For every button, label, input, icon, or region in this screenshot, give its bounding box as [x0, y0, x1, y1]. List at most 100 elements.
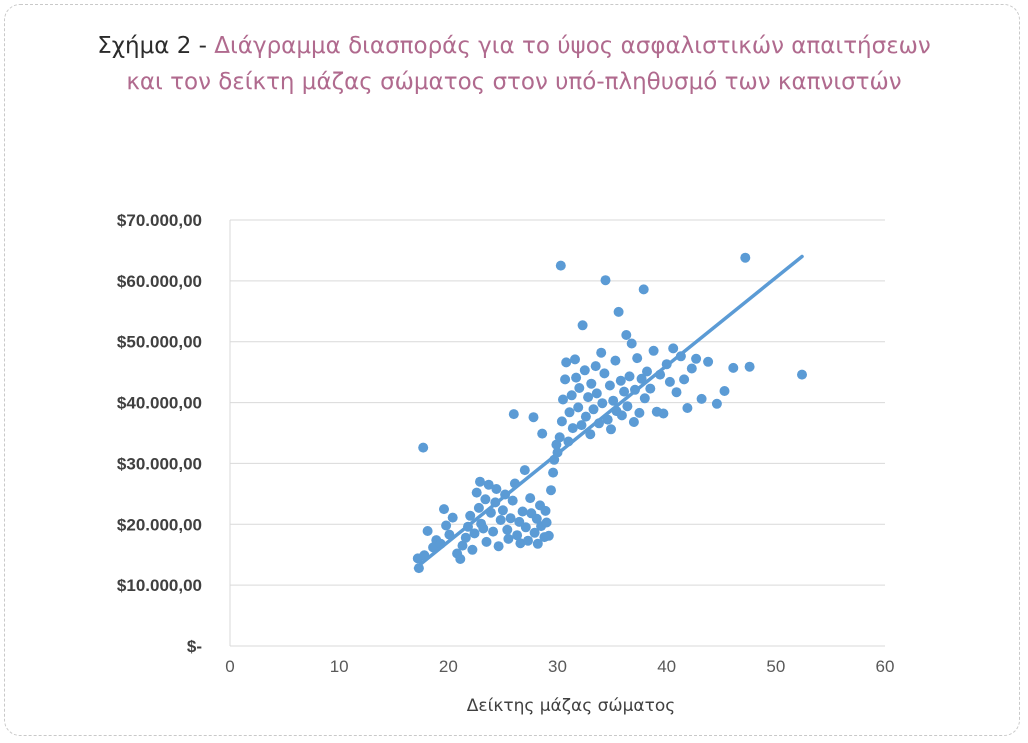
data-point	[566, 390, 577, 401]
data-point	[548, 467, 559, 478]
data-point	[590, 361, 601, 372]
x-tick-label: 0	[225, 657, 234, 676]
data-point	[460, 532, 471, 543]
x-tick-label: 10	[330, 657, 349, 676]
data-point	[580, 411, 591, 422]
y-tick-label: $30.000,00	[117, 454, 202, 473]
data-point	[682, 403, 693, 413]
data-point	[517, 506, 528, 517]
data-point	[719, 386, 730, 396]
chart-title: Σχήμα 2 - Διάγραμμα διασποράς για το ύψο…	[0, 28, 1028, 100]
data-point	[473, 502, 484, 513]
data-point	[529, 527, 540, 538]
data-point	[588, 404, 599, 415]
x-tick-label: 20	[439, 657, 458, 676]
data-point	[480, 494, 491, 505]
trendline-group	[413, 254, 804, 570]
y-tick-label: $40.000,00	[117, 394, 202, 413]
data-point	[624, 371, 635, 382]
data-point	[537, 428, 548, 439]
data-point	[497, 505, 508, 516]
data-point	[591, 388, 602, 399]
data-point	[502, 524, 513, 535]
data-point	[560, 374, 571, 385]
data-point	[615, 375, 626, 386]
data-point	[520, 522, 531, 533]
x-tick-label: 50	[766, 657, 785, 676]
data-point	[567, 423, 578, 434]
data-point	[606, 424, 616, 435]
data-point	[573, 402, 584, 413]
data-point	[597, 398, 608, 409]
data-point	[505, 513, 516, 524]
data-point	[626, 338, 637, 349]
data-point	[515, 538, 526, 549]
chart-title-prefix: Σχήμα 2 -	[97, 33, 207, 59]
data-point	[455, 554, 466, 564]
data-point	[483, 479, 494, 490]
data-point	[604, 380, 615, 391]
data-point	[439, 504, 449, 515]
data-point	[481, 536, 492, 547]
x-axis-label: Δείκτης μάζας σώματος	[467, 696, 675, 716]
y-tick-label: $10.000,00	[117, 576, 202, 595]
data-point	[491, 484, 502, 494]
data-point	[465, 510, 476, 521]
data-point	[622, 401, 633, 412]
data-point	[728, 362, 739, 373]
data-point	[634, 407, 645, 418]
data-point	[671, 387, 682, 398]
data-point	[507, 495, 518, 506]
data-point	[525, 493, 536, 504]
data-point	[570, 354, 580, 365]
data-point	[628, 417, 639, 427]
data-point	[422, 526, 433, 536]
y-tick-label: $-	[187, 637, 202, 656]
data-point	[613, 306, 624, 317]
data-point	[555, 260, 566, 271]
data-point	[541, 517, 552, 528]
data-point	[585, 429, 596, 440]
data-point	[583, 392, 594, 403]
data-point	[457, 540, 468, 551]
data-point	[586, 378, 597, 389]
x-tick-labels: 0 10 20 30 40 50 60	[225, 657, 894, 676]
data-point	[608, 395, 619, 406]
data-point	[691, 353, 702, 364]
data-point	[579, 365, 590, 376]
data-point	[658, 408, 669, 419]
data-point	[441, 520, 452, 531]
data-point	[744, 361, 755, 372]
data-point	[596, 347, 607, 358]
data-point	[636, 373, 647, 384]
data-point	[556, 416, 567, 427]
data-point	[577, 320, 588, 331]
data-point	[576, 420, 587, 431]
data-point	[797, 369, 807, 380]
data-point	[475, 476, 485, 487]
data-point	[686, 363, 697, 374]
data-point	[599, 368, 610, 379]
data-point	[668, 343, 679, 354]
data-point	[616, 410, 627, 421]
data-point	[619, 386, 630, 397]
data-point	[469, 528, 480, 539]
data-point	[632, 353, 643, 364]
y-tick-labels: $- $10.000,00 $20.000,00 $30.000,00 $40.000,…	[117, 211, 202, 656]
data-point	[664, 376, 675, 387]
data-point	[642, 366, 652, 377]
data-point	[558, 394, 568, 405]
chart-title-line-2: και τον δείκτη μάζας σώματος στον υπό-πλ…	[126, 69, 902, 95]
data-point	[621, 330, 632, 340]
data-point	[564, 407, 575, 418]
data-point	[638, 284, 649, 295]
data-point	[493, 541, 504, 552]
data-point	[696, 393, 707, 404]
x-tick-label: 60	[876, 657, 895, 676]
data-point	[531, 513, 542, 524]
data-point	[740, 252, 751, 263]
data-point	[540, 505, 551, 516]
data-point	[467, 544, 478, 555]
y-tick-label: $20.000,00	[117, 515, 202, 534]
y-tick-label: $60.000,00	[117, 272, 202, 291]
